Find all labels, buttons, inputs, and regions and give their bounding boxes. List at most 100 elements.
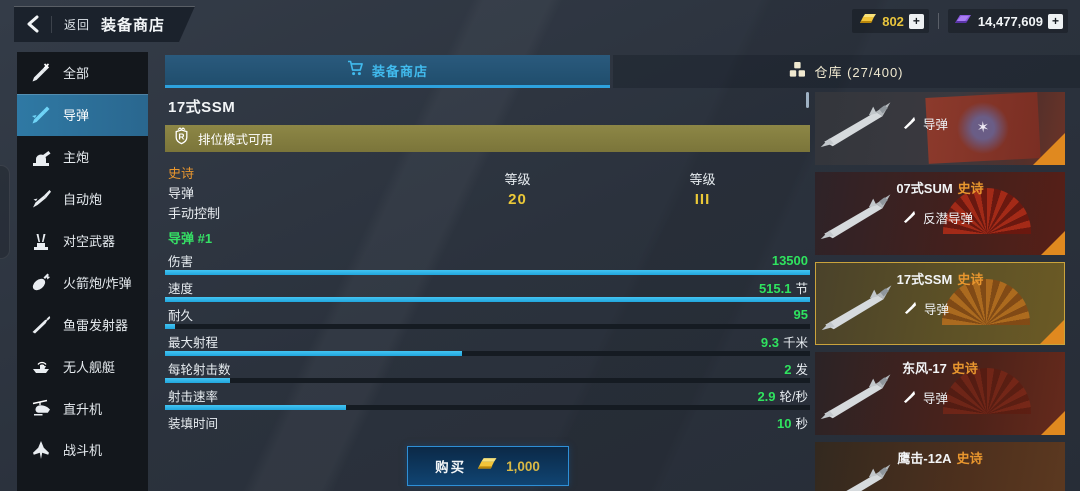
stat-bar <box>165 297 810 302</box>
item-card-title: 东风-17 史诗 <box>902 361 978 376</box>
stat-label: 射击速率 <box>168 390 219 404</box>
sidebar-item-helicopter[interactable]: 直升机 <box>17 387 148 429</box>
sidebar-item-label: 导弹 <box>63 108 90 124</box>
item-card-category: 反潜导弹 <box>903 208 973 227</box>
level-value: 20 <box>508 191 527 208</box>
sidebar-item-label: 直升机 <box>63 401 103 417</box>
back-icon[interactable] <box>26 15 40 33</box>
buy-button[interactable]: 购买 1,000 <box>406 446 569 486</box>
missile-icon <box>904 301 917 317</box>
sidebar-item-jet[interactable]: 战斗机 <box>17 429 148 471</box>
tab-shop-label: 装备商店 <box>371 63 428 79</box>
stat-value: 10 秒 <box>777 416 808 431</box>
rarity-label: 史诗 <box>168 166 195 181</box>
stat-row: 速度 515.1 节 <box>165 280 810 302</box>
back-button[interactable]: 返回 <box>51 16 90 33</box>
stat-bar <box>165 324 810 329</box>
item-card-category: 导弹 <box>903 114 948 133</box>
item-detail-panel: 17式SSM R 排位模式可用 史诗 导弹 手动控制 等级 20 等级 III … <box>165 88 810 486</box>
category-sidebar: 全部导弹主炮 自动炮 对空武器火箭炮/炸弹 鱼雷发射器无人舰艇直升机战斗机 <box>17 52 148 491</box>
stat-row: 伤害 13500 <box>165 253 810 275</box>
stat-row: 耐久 95 <box>165 307 810 329</box>
stat-value: 95 <box>793 307 808 322</box>
sidebar-item-label: 鱼雷发射器 <box>63 317 129 333</box>
boxes-icon <box>789 61 806 83</box>
ranked-banner-text: 排位模式可用 <box>198 133 274 147</box>
cart-icon <box>347 60 364 81</box>
level-column: 等级 20 <box>475 169 560 208</box>
category-label: 导弹 <box>168 186 195 201</box>
buy-label: 购买 <box>435 460 467 475</box>
sidebar-item-missile[interactable]: 导弹 <box>17 93 148 136</box>
scrollbar-thumb[interactable] <box>806 92 809 108</box>
sidebar-item-label: 无人舰艇 <box>63 359 116 375</box>
tab-equipment-shop[interactable]: 装备商店 <box>165 55 610 88</box>
stat-label: 每轮射击数 <box>168 363 231 377</box>
sidebar-item-main-gun[interactable]: 主炮 <box>17 136 148 178</box>
item-card-title: 07式SUM 史诗 <box>896 181 984 196</box>
stat-row: 最大射程 9.3 千米 <box>165 334 810 356</box>
stat-bar <box>165 378 810 383</box>
corner-badge <box>1041 411 1065 435</box>
add-cash-button[interactable]: + <box>1048 13 1063 29</box>
control-label: 手动控制 <box>168 206 221 221</box>
sidebar-item-autocannon[interactable]: 自动炮 <box>17 178 148 220</box>
item-card-东风-17[interactable]: 东风-17 史诗 导弹 <box>815 352 1065 435</box>
ranked-mode-banner: R 排位模式可用 <box>165 125 810 152</box>
stat-row: 每轮射击数 2 发 <box>165 361 810 383</box>
stat-label: 伤害 <box>168 255 194 269</box>
missile-icon <box>903 116 916 132</box>
sidebar-item-rocket-bomb[interactable]: 火箭炮/炸弹 <box>17 261 148 303</box>
item-info: 史诗 导弹 手动控制 等级 20 等级 III <box>165 164 810 226</box>
item-card-category: 导弹 <box>904 299 949 318</box>
sidebar-item-all[interactable]: 全部 <box>17 52 148 94</box>
svg-text:R: R <box>178 132 184 142</box>
gold-ingot-icon <box>857 12 877 30</box>
sidebar-item-label: 战斗机 <box>63 443 103 459</box>
item-name: 17式SSM <box>168 99 236 116</box>
stat-value: 515.1 节 <box>758 281 808 296</box>
sidebar-item-label: 火箭炮/炸弹 <box>63 275 132 291</box>
autocannon-icon <box>31 189 51 209</box>
item-card-missile[interactable]: ✶ 导弹 <box>815 92 1065 165</box>
tab-warehouse[interactable]: 仓库 (27/400) <box>613 55 1080 88</box>
torpedo-icon <box>31 314 51 334</box>
missile-icon <box>903 210 916 226</box>
sidebar-item-label: 全部 <box>63 66 90 82</box>
stat-value: 2.9 轮/秒 <box>757 389 808 404</box>
stat-bar <box>165 351 810 356</box>
item-card-17式SSM[interactable]: 17式SSM 史诗导弹 <box>815 262 1065 345</box>
stat-value: 13500 <box>771 253 808 268</box>
currency-bar: 802 + 14,477,609 + <box>852 9 1068 33</box>
stat-label: 速度 <box>168 282 194 296</box>
header-title-tab: 返回 装备商店 <box>14 6 195 42</box>
cash-currency: 14,477,609 + <box>947 9 1068 33</box>
corner-badge <box>1040 320 1064 344</box>
stat-label: 最大射程 <box>168 336 219 350</box>
star-icon: ✶ <box>976 118 990 137</box>
item-card-07式SUM[interactable]: 07式SUM 史诗反潜导弹 <box>815 172 1065 255</box>
add-gold-button[interactable]: + <box>908 13 924 29</box>
item-card-鹰击-12A[interactable]: 鹰击-12A 史诗 <box>815 442 1065 491</box>
stat-bar <box>165 270 810 275</box>
stat-label: 装填时间 <box>168 417 219 431</box>
stat-row: 射击速率 2.9 轮/秒 <box>165 388 810 410</box>
stat-row: 装填时间 10 秒 <box>165 415 810 431</box>
ranked-shield-icon: R <box>174 127 189 150</box>
sidebar-item-anti-air[interactable]: 对空武器 <box>17 220 148 262</box>
purple-cash-icon <box>953 12 973 30</box>
shop-tabbar: 装备商店 仓库 (27/400) <box>165 55 1080 88</box>
sidebar-item-torpedo[interactable]: 鱼雷发射器 <box>17 303 148 345</box>
edge-handle <box>0 165 10 259</box>
jet-icon <box>31 440 51 460</box>
gold-ingot-icon <box>474 457 498 476</box>
item-card-title: 17式SSM 史诗 <box>896 272 984 287</box>
stat-label: 耐久 <box>168 309 194 323</box>
sidebar-item-drone-boat[interactable]: 无人舰艇 <box>17 345 148 387</box>
tier-value: III <box>694 191 711 208</box>
main-gun-icon <box>31 147 51 167</box>
stats-list: 伤害 13500 速度 515.1 节耐久 95 最大射程 9.3 千米每轮射击数 2 发射击速率 2… <box>165 253 810 431</box>
corner-badge <box>1041 231 1065 255</box>
